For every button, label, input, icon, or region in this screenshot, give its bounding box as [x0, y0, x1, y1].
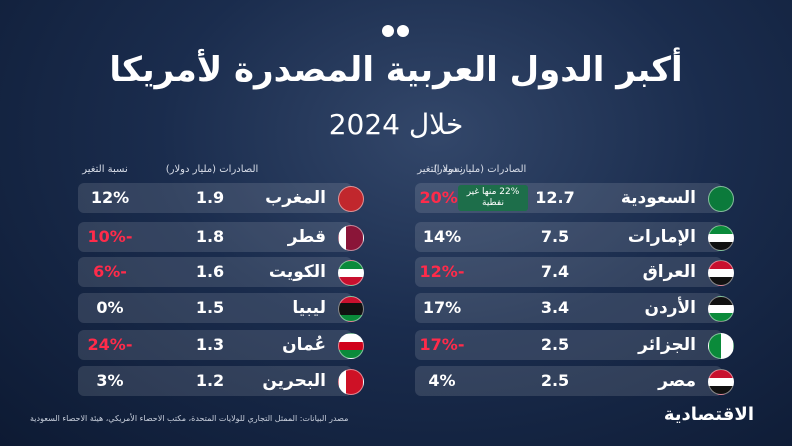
flag: [338, 296, 364, 322]
exports-value: 2.5: [540, 371, 570, 390]
table-row: عُمان 1.3 -24%: [78, 330, 364, 360]
country-name: الجزائر: [638, 335, 696, 355]
table-row: قطر 1.8 -10%: [78, 222, 364, 252]
exports-value: 3.4: [540, 298, 570, 317]
country-name: مصر: [658, 371, 696, 391]
change-value: -6%: [93, 262, 127, 281]
country-name: السعودية: [620, 188, 696, 208]
table-row: الجزائر 2.5 -17%: [415, 330, 734, 360]
flag: [338, 186, 364, 212]
country-name: الإمارات: [627, 227, 696, 247]
exports-value: 12.7: [535, 188, 575, 207]
change-value: 17%: [422, 298, 462, 317]
change-value: 0%: [96, 298, 124, 317]
table-row: الأردن 3.4 17%: [415, 293, 734, 323]
flag: [708, 186, 734, 212]
flag: [708, 333, 734, 359]
exports-value: 1.8: [195, 227, 225, 246]
table-row: مصر 2.5 4%: [415, 366, 734, 396]
flag: [708, 296, 734, 322]
country-name: عُمان: [282, 335, 326, 355]
change-value: 12%: [90, 188, 130, 207]
column-header: الصادرات (مليار دولار): [433, 164, 527, 175]
title: أكبر الدول العربية المصدرة لأمريكا: [109, 50, 683, 90]
country-name: المغرب: [265, 188, 326, 208]
change-value: -12%: [419, 262, 465, 281]
country-name: ليبيا: [292, 298, 326, 318]
column-header: نسبة التغير: [82, 164, 128, 175]
flag: [338, 260, 364, 286]
flag: [338, 333, 364, 359]
decoration: [382, 22, 412, 37]
country-name: قطر: [287, 227, 326, 247]
change-value: -10%: [87, 227, 133, 246]
flag: [338, 225, 364, 251]
flag: [708, 369, 734, 395]
change-value: 3%: [96, 371, 124, 390]
flag: [708, 225, 734, 251]
logo: الاقتصادية: [663, 404, 754, 425]
exports-value: 1.2: [195, 371, 225, 390]
table-row: العراق 7.4 -12%: [415, 257, 734, 287]
exports-value: 1.6: [195, 262, 225, 281]
exports-value: 1.5: [195, 298, 225, 317]
change-value: 14%: [422, 227, 462, 246]
country-name: العراق: [642, 262, 696, 282]
flag: [338, 369, 364, 395]
table-row: الإمارات 7.5 14%: [415, 222, 734, 252]
note: 22% منها غير نفطية: [458, 185, 528, 211]
subtitle: خلال 2024: [328, 108, 464, 141]
table-row: البحرين 1.2 3%: [78, 366, 364, 396]
change-value: -17%: [419, 335, 465, 354]
exports-value: 1.9: [195, 188, 225, 207]
flag: [708, 260, 734, 286]
exports-value: 2.5: [540, 335, 570, 354]
table-row: المغرب 1.9 12%: [78, 183, 364, 213]
country-name: الكويت: [268, 262, 326, 282]
table-row: الكويت 1.6 -6%: [78, 257, 364, 287]
change-value: 4%: [428, 371, 456, 390]
table-row: ليبيا 1.5 0%: [78, 293, 364, 323]
exports-value: 1.3: [195, 335, 225, 354]
change-value: -24%: [87, 335, 133, 354]
country-name: البحرين: [262, 371, 326, 391]
country-name: الأردن: [644, 298, 696, 318]
exports-value: 7.4: [540, 262, 570, 281]
source: مصدر البيانات: الممثل التجاري للولايات ا…: [30, 414, 349, 423]
exports-value: 7.5: [540, 227, 570, 246]
column-header: نسبة التغير: [417, 164, 463, 175]
column-header: الصادرات (مليار دولار): [165, 164, 259, 175]
